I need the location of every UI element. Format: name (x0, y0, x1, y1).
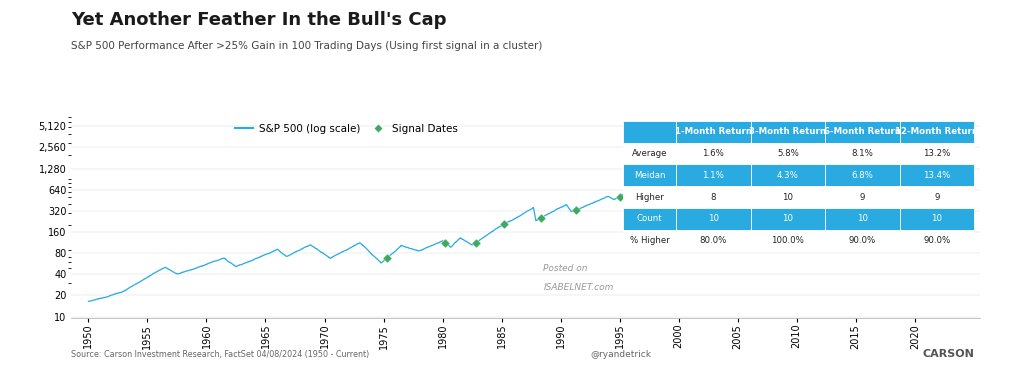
Text: 8: 8 (711, 192, 716, 202)
Text: 4.3%: 4.3% (777, 171, 799, 180)
Bar (900, 208, 975, 230)
Text: 9: 9 (934, 192, 939, 202)
Text: 12-Month Return: 12-Month Return (896, 127, 979, 136)
Bar (750, 208, 825, 230)
Bar (900, 142, 975, 164)
Text: Higher: Higher (635, 192, 665, 202)
Text: Source: Carson Investment Research, FactSet 04/08/2024 (1950 - Current): Source: Carson Investment Research, Fact… (71, 350, 369, 359)
Text: 10: 10 (708, 214, 719, 223)
Bar (676, 142, 750, 164)
Text: 10: 10 (856, 214, 868, 223)
Text: 8.1%: 8.1% (851, 149, 874, 158)
Bar (676, 164, 750, 186)
Text: Count: Count (637, 214, 663, 223)
Text: 90.0%: 90.0% (848, 236, 876, 245)
Bar (750, 230, 825, 252)
Text: Meidan: Meidan (634, 171, 666, 180)
Text: ISABELNET.com: ISABELNET.com (543, 283, 614, 292)
Bar (900, 186, 975, 208)
Text: @ryandetrick: @ryandetrick (591, 350, 651, 359)
Bar (825, 186, 900, 208)
Point (379, 255, 395, 261)
Text: 9: 9 (860, 192, 866, 202)
Point (783, 182, 799, 188)
Bar (825, 121, 900, 142)
Point (532, 215, 548, 221)
Bar (900, 121, 975, 142)
Text: 13.2%: 13.2% (923, 149, 950, 158)
Text: 6.8%: 6.8% (851, 171, 874, 180)
Text: 100.0%: 100.0% (772, 236, 804, 245)
Text: 13.4%: 13.4% (923, 171, 950, 180)
Text: 10: 10 (783, 192, 794, 202)
Bar (623, 121, 676, 142)
Bar (825, 230, 900, 252)
Text: 1.6%: 1.6% (702, 149, 724, 158)
Point (712, 176, 728, 182)
Point (641, 175, 658, 181)
Text: % Higher: % Higher (630, 236, 670, 245)
Bar (825, 164, 900, 186)
Bar (750, 121, 825, 142)
Text: 5.8%: 5.8% (777, 149, 799, 158)
Text: 90.0%: 90.0% (923, 236, 950, 245)
Legend: S&P 500 (log scale), Signal Dates: S&P 500 (log scale), Signal Dates (230, 120, 463, 138)
Point (468, 240, 484, 246)
Bar (676, 121, 750, 142)
Point (437, 240, 453, 246)
Bar (825, 208, 900, 230)
Bar (676, 186, 750, 208)
Text: 1.1%: 1.1% (702, 171, 724, 180)
Text: 10: 10 (783, 214, 794, 223)
Bar (900, 230, 975, 252)
Bar (750, 142, 825, 164)
Text: Yet Another Feather In the Bull's Cap: Yet Another Feather In the Bull's Cap (71, 11, 446, 29)
Text: 3-Month Return: 3-Month Return (749, 127, 826, 136)
Bar (825, 142, 900, 164)
Text: S&P 500 Performance After >25% Gain in 100 Trading Days (Using first signal in a: S&P 500 Performance After >25% Gain in 1… (71, 41, 542, 51)
Bar (676, 208, 750, 230)
Bar (623, 164, 676, 186)
Text: 1-Month Return: 1-Month Return (675, 127, 751, 136)
Bar (623, 230, 676, 252)
Point (948, 131, 965, 137)
Point (496, 221, 512, 227)
Text: CARSON: CARSON (923, 349, 975, 359)
Text: 10: 10 (931, 214, 942, 223)
Bar (623, 142, 676, 164)
Point (568, 207, 584, 213)
Point (612, 194, 628, 200)
Text: Average: Average (632, 149, 668, 158)
Text: 80.0%: 80.0% (700, 236, 727, 245)
Bar (623, 186, 676, 208)
Bar (750, 164, 825, 186)
Bar (623, 208, 676, 230)
Bar (750, 186, 825, 208)
Text: 6-Month Return: 6-Month Return (824, 127, 901, 136)
Text: Posted on: Posted on (543, 265, 588, 273)
Bar (900, 164, 975, 186)
Bar (676, 230, 750, 252)
